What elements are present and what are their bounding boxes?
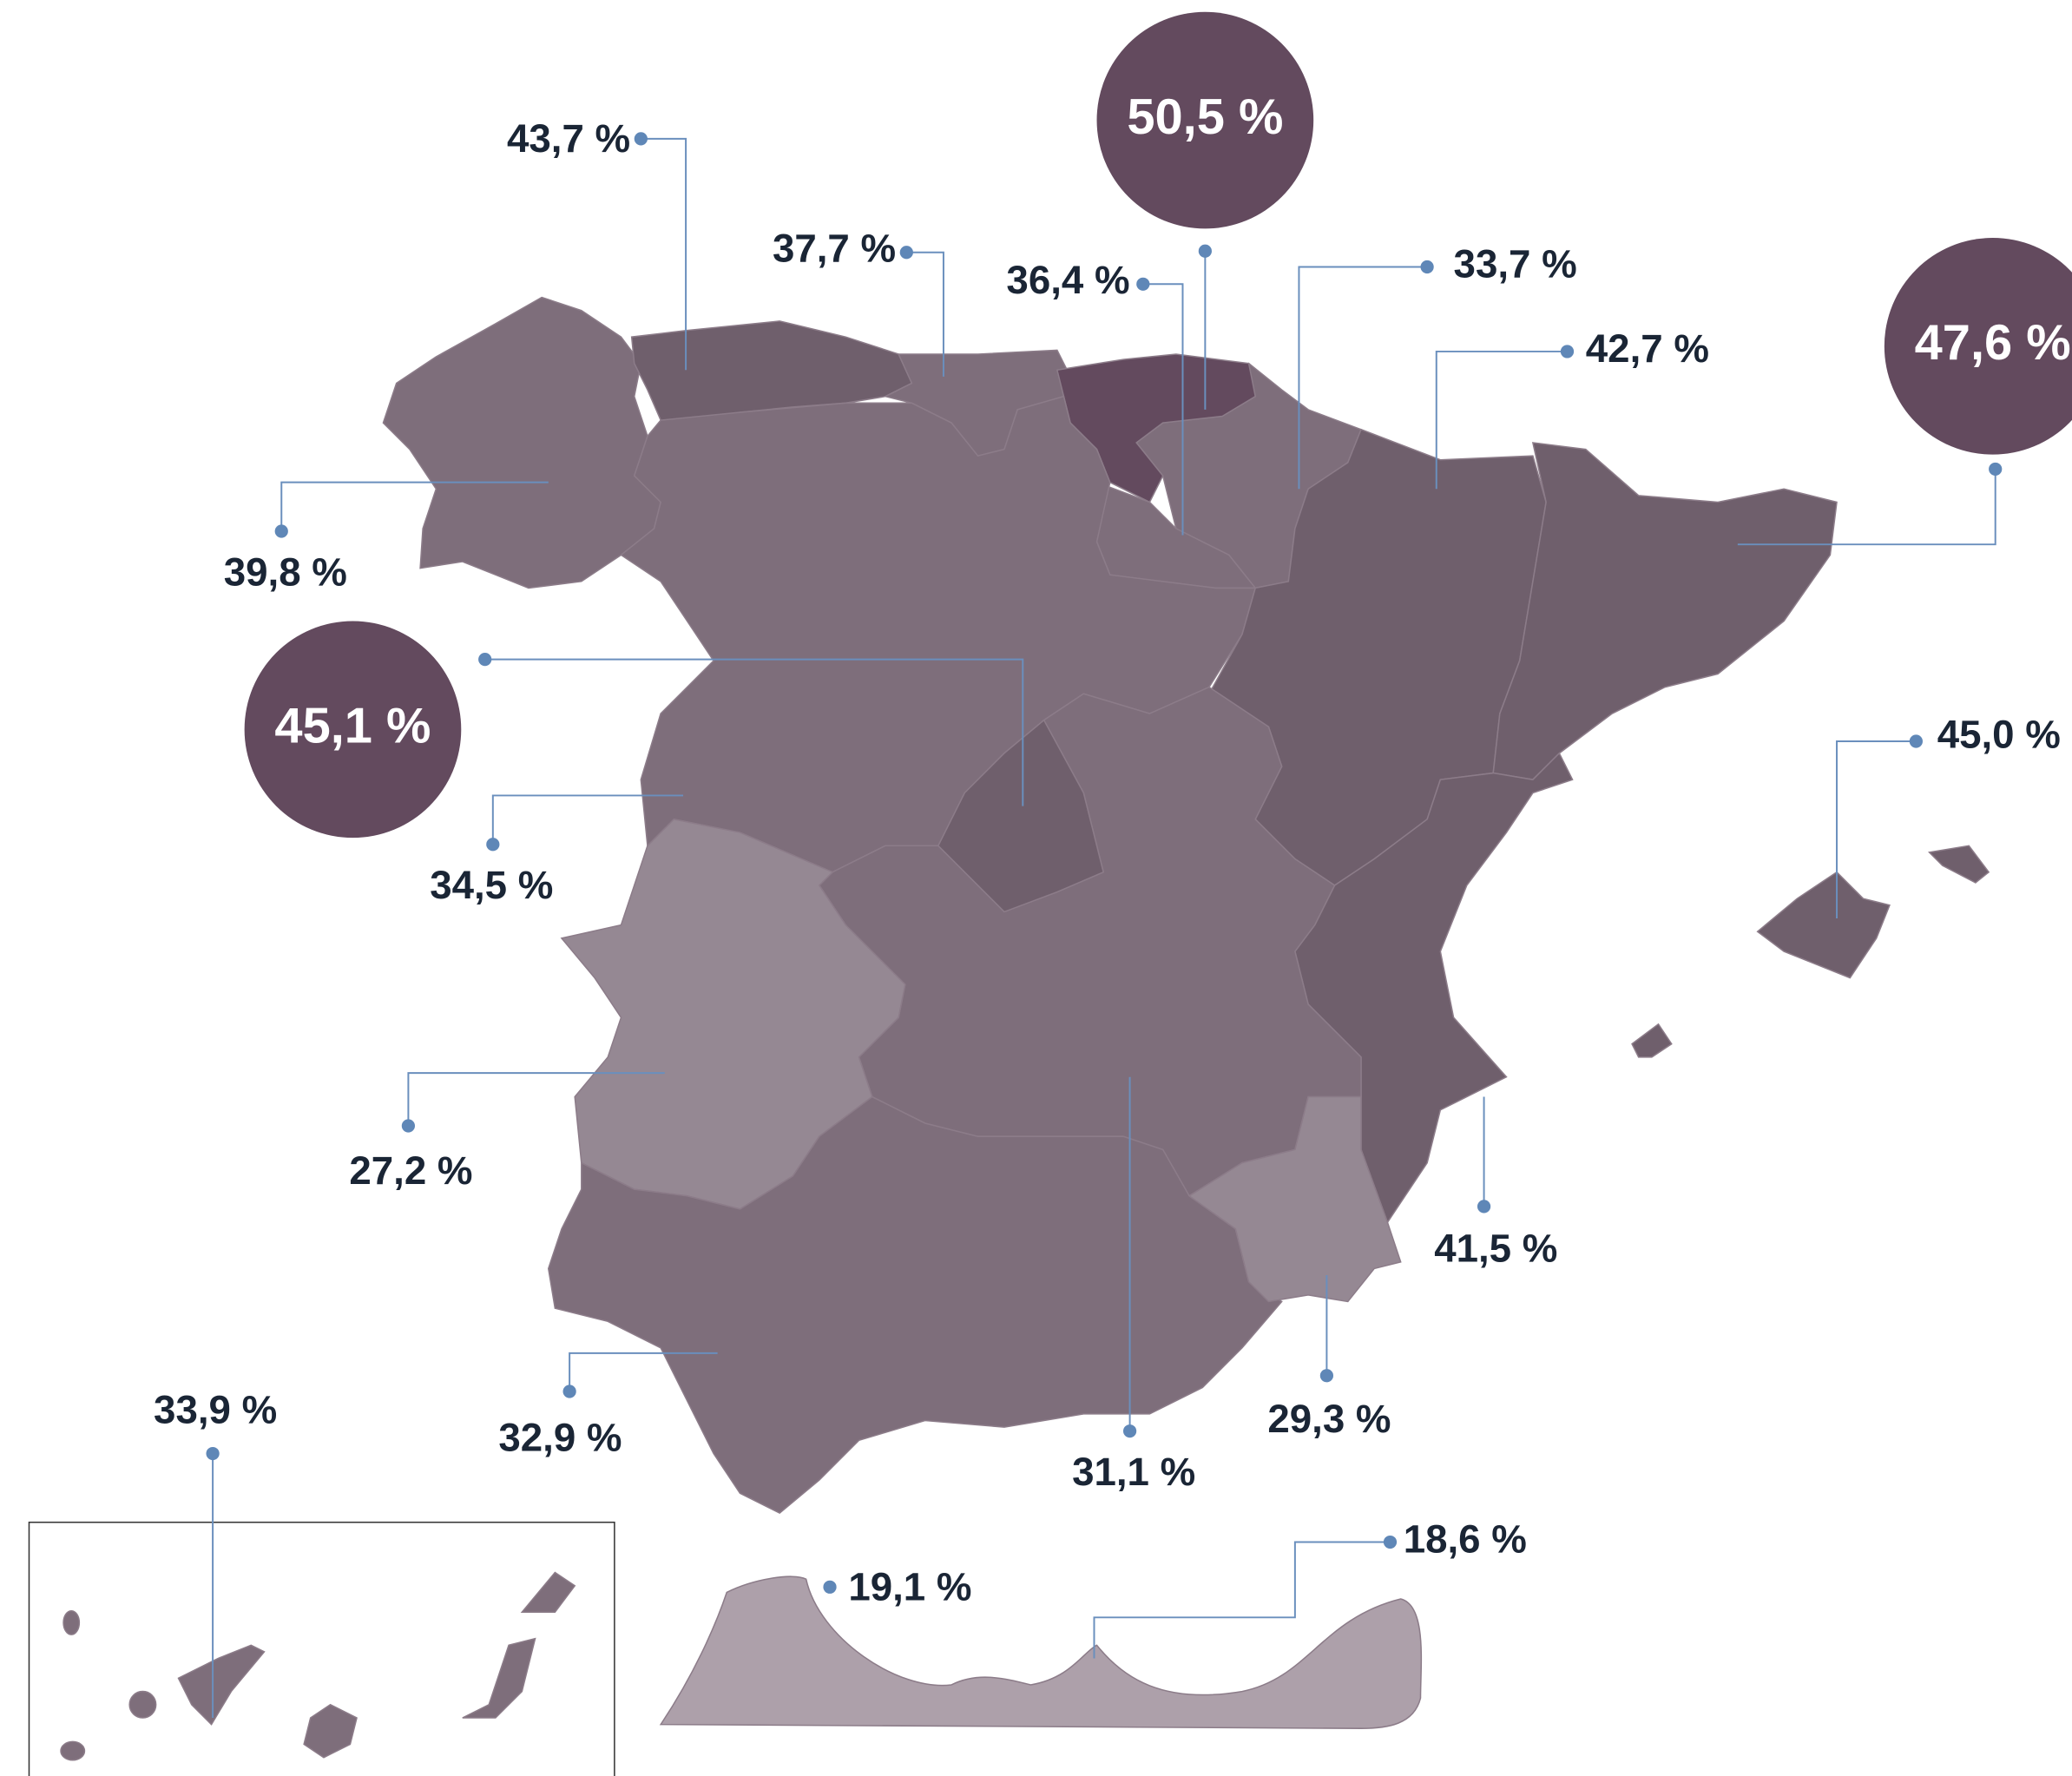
dot — [1136, 277, 1150, 291]
region-label: 19,1 % — [848, 1564, 971, 1608]
dot — [1319, 1369, 1334, 1383]
inset-frame — [28, 1521, 615, 1776]
dot — [478, 653, 492, 667]
leader — [906, 251, 944, 377]
dot — [1122, 1424, 1137, 1438]
region — [303, 1703, 358, 1759]
leader — [1093, 1541, 1391, 1659]
region — [177, 1644, 266, 1726]
regions — [28, 296, 1990, 1776]
dot — [486, 838, 500, 852]
region-label: 37,7 % — [773, 226, 896, 270]
dot — [1383, 1535, 1398, 1549]
region-label: 29,3 % — [1267, 1397, 1391, 1441]
leader — [1142, 283, 1184, 536]
region — [128, 1690, 157, 1719]
region-label: 43,7 % — [507, 116, 630, 161]
region-label: 45,0 % — [1937, 713, 2061, 757]
leader — [1298, 266, 1428, 490]
leader — [1435, 350, 1568, 490]
dot — [206, 1446, 220, 1461]
dot — [401, 1119, 416, 1133]
dot — [1477, 1200, 1491, 1214]
dot — [274, 524, 288, 538]
region-label: 41,5 % — [1434, 1227, 1557, 1271]
region — [1187, 1095, 1402, 1303]
dot — [1989, 462, 2003, 477]
region — [1631, 1023, 1673, 1058]
leader — [641, 137, 687, 371]
region-label: 45,1 % — [274, 699, 431, 754]
bubble — [1884, 238, 2072, 455]
dot — [899, 246, 913, 260]
leader — [484, 658, 1024, 806]
region — [520, 1571, 576, 1613]
region-label: 33,7 % — [1454, 242, 1577, 286]
region — [937, 719, 1105, 913]
region — [547, 1095, 1283, 1514]
region — [382, 296, 662, 589]
region-label: 34,5 % — [430, 863, 553, 907]
bubble — [1096, 11, 1314, 229]
dot — [1909, 734, 1923, 748]
dot — [823, 1580, 837, 1594]
region-label: 42,7 % — [1586, 326, 1709, 371]
region-label: 36,4 % — [1006, 258, 1129, 302]
dot — [1198, 244, 1212, 258]
labels: 43,7 % 37,7 % 50,5 % 36,4 % 33,7 %42,7 % 47,6… — [154, 11, 2072, 1608]
leader — [1737, 469, 1996, 546]
region — [1492, 442, 1838, 780]
region-label: 32,9 % — [498, 1415, 622, 1459]
region — [462, 1637, 536, 1719]
dot — [562, 1385, 576, 1398]
region — [62, 1609, 81, 1635]
region — [1928, 845, 1990, 884]
leader — [1836, 740, 1917, 919]
region — [1294, 752, 1574, 1224]
region-label: 31,1 % — [1072, 1450, 1195, 1494]
dot — [1560, 345, 1575, 358]
leader — [569, 1352, 718, 1392]
region-label: 33,9 % — [154, 1387, 277, 1431]
leader — [491, 794, 684, 845]
region — [60, 1740, 86, 1761]
region-label: 47,6 % — [1915, 315, 2071, 371]
dot — [634, 132, 648, 146]
region-label: 27,2 % — [349, 1148, 472, 1193]
region-label: 39,8 % — [224, 549, 347, 594]
region — [1756, 871, 1891, 979]
leader — [280, 481, 549, 531]
region-label: 50,5 % — [1127, 89, 1283, 145]
region — [659, 1575, 1423, 1729]
leaders — [206, 132, 2003, 1719]
bubble — [244, 621, 462, 839]
leader — [407, 1072, 665, 1127]
region-label: 18,6 % — [1404, 1517, 1527, 1562]
dot — [1420, 260, 1434, 274]
